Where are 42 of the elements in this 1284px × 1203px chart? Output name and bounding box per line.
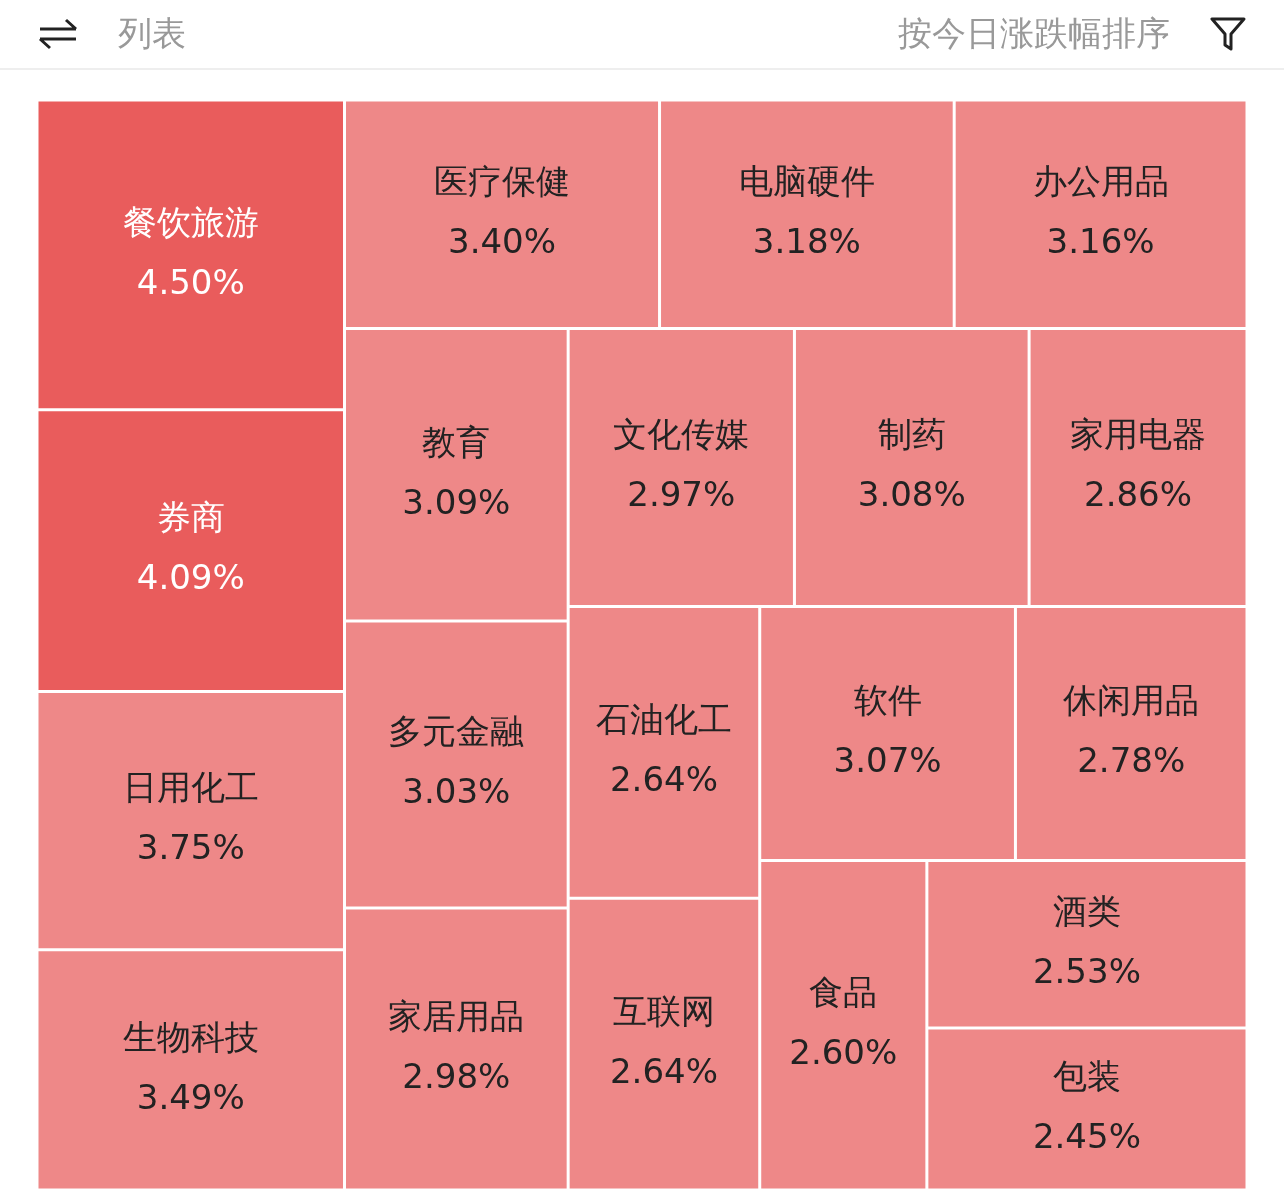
category-label: 教育 — [422, 421, 491, 462]
category-label: 制药 — [877, 414, 946, 455]
data-label: 3.18% — [752, 221, 861, 262]
category-label: 软件 — [853, 680, 922, 721]
data-label: 3.03% — [402, 771, 511, 812]
data-label: 2.64% — [609, 759, 718, 800]
data-label: 3.40% — [448, 221, 557, 262]
category-label: 生物科技 — [122, 1016, 259, 1057]
data-label: 2.53% — [1032, 951, 1141, 992]
data-label: 3.49% — [136, 1076, 245, 1117]
text: 按今日涨跌幅排序 — [898, 12, 1170, 55]
category-label: 家居用品 — [388, 995, 525, 1036]
data-label: 3.09% — [402, 481, 511, 522]
data-label: 2.45% — [1032, 1115, 1141, 1156]
category-label: 互联网 — [612, 990, 715, 1031]
category-label: 石油化工 — [595, 699, 732, 740]
data-label: 2.78% — [1077, 740, 1186, 781]
category-label: 家用电器 — [1070, 414, 1207, 455]
category-label: 电脑硬件 — [738, 161, 875, 202]
category-label: 文化传媒 — [613, 414, 750, 455]
category-label: 日用化工 — [122, 767, 259, 808]
data-label: 2.86% — [1084, 474, 1193, 515]
text: 列表 — [118, 12, 186, 55]
category-label: 医疗保健 — [434, 161, 571, 202]
category-label: 食品 — [809, 972, 878, 1013]
data-label: 4.50% — [136, 261, 245, 302]
data-label: 4.09% — [136, 557, 245, 598]
category-label: 酒类 — [1052, 891, 1121, 932]
data-label: 2.98% — [402, 1055, 511, 1096]
data-label: 3.16% — [1046, 221, 1155, 262]
data-label: 2.60% — [789, 1032, 898, 1073]
data-label: 3.07% — [833, 740, 942, 781]
category-label: 餐饮旅游 — [122, 201, 259, 242]
category-label: 办公用品 — [1032, 161, 1169, 202]
category-label: 休闲用品 — [1063, 680, 1200, 721]
data-label: 2.64% — [609, 1050, 718, 1091]
category-label: 包装 — [1052, 1055, 1121, 1096]
category-label: 券商 — [156, 497, 225, 538]
data-label: 2.97% — [627, 474, 736, 515]
category-label: 多元金融 — [388, 711, 525, 752]
data-label: 3.08% — [857, 474, 966, 515]
data-label: 3.75% — [136, 827, 245, 868]
